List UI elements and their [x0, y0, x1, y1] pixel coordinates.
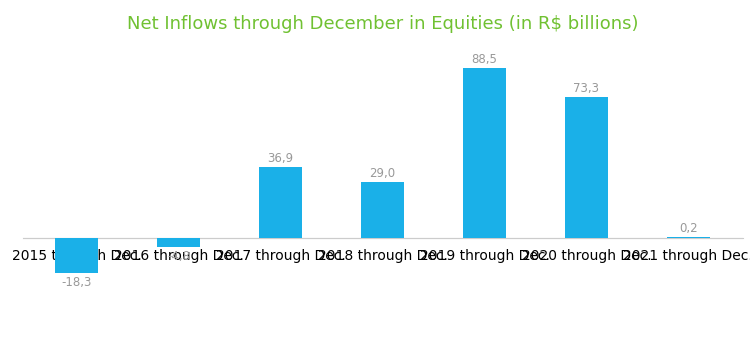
- Bar: [463, 69, 506, 237]
- Bar: [158, 237, 200, 247]
- Text: -4,8: -4,8: [167, 250, 190, 263]
- Text: 36,9: 36,9: [268, 152, 293, 165]
- Text: 88,5: 88,5: [472, 53, 497, 66]
- Bar: [565, 98, 608, 237]
- Bar: [260, 167, 302, 237]
- Text: 29,0: 29,0: [370, 167, 395, 180]
- Text: 73,3: 73,3: [574, 82, 599, 95]
- Title: Net Inflows through December in Equities (in R$ billions): Net Inflows through December in Equities…: [127, 15, 638, 33]
- Bar: [361, 182, 404, 237]
- Text: -18,3: -18,3: [62, 276, 92, 289]
- Text: 0,2: 0,2: [679, 222, 698, 235]
- Bar: [56, 237, 98, 273]
